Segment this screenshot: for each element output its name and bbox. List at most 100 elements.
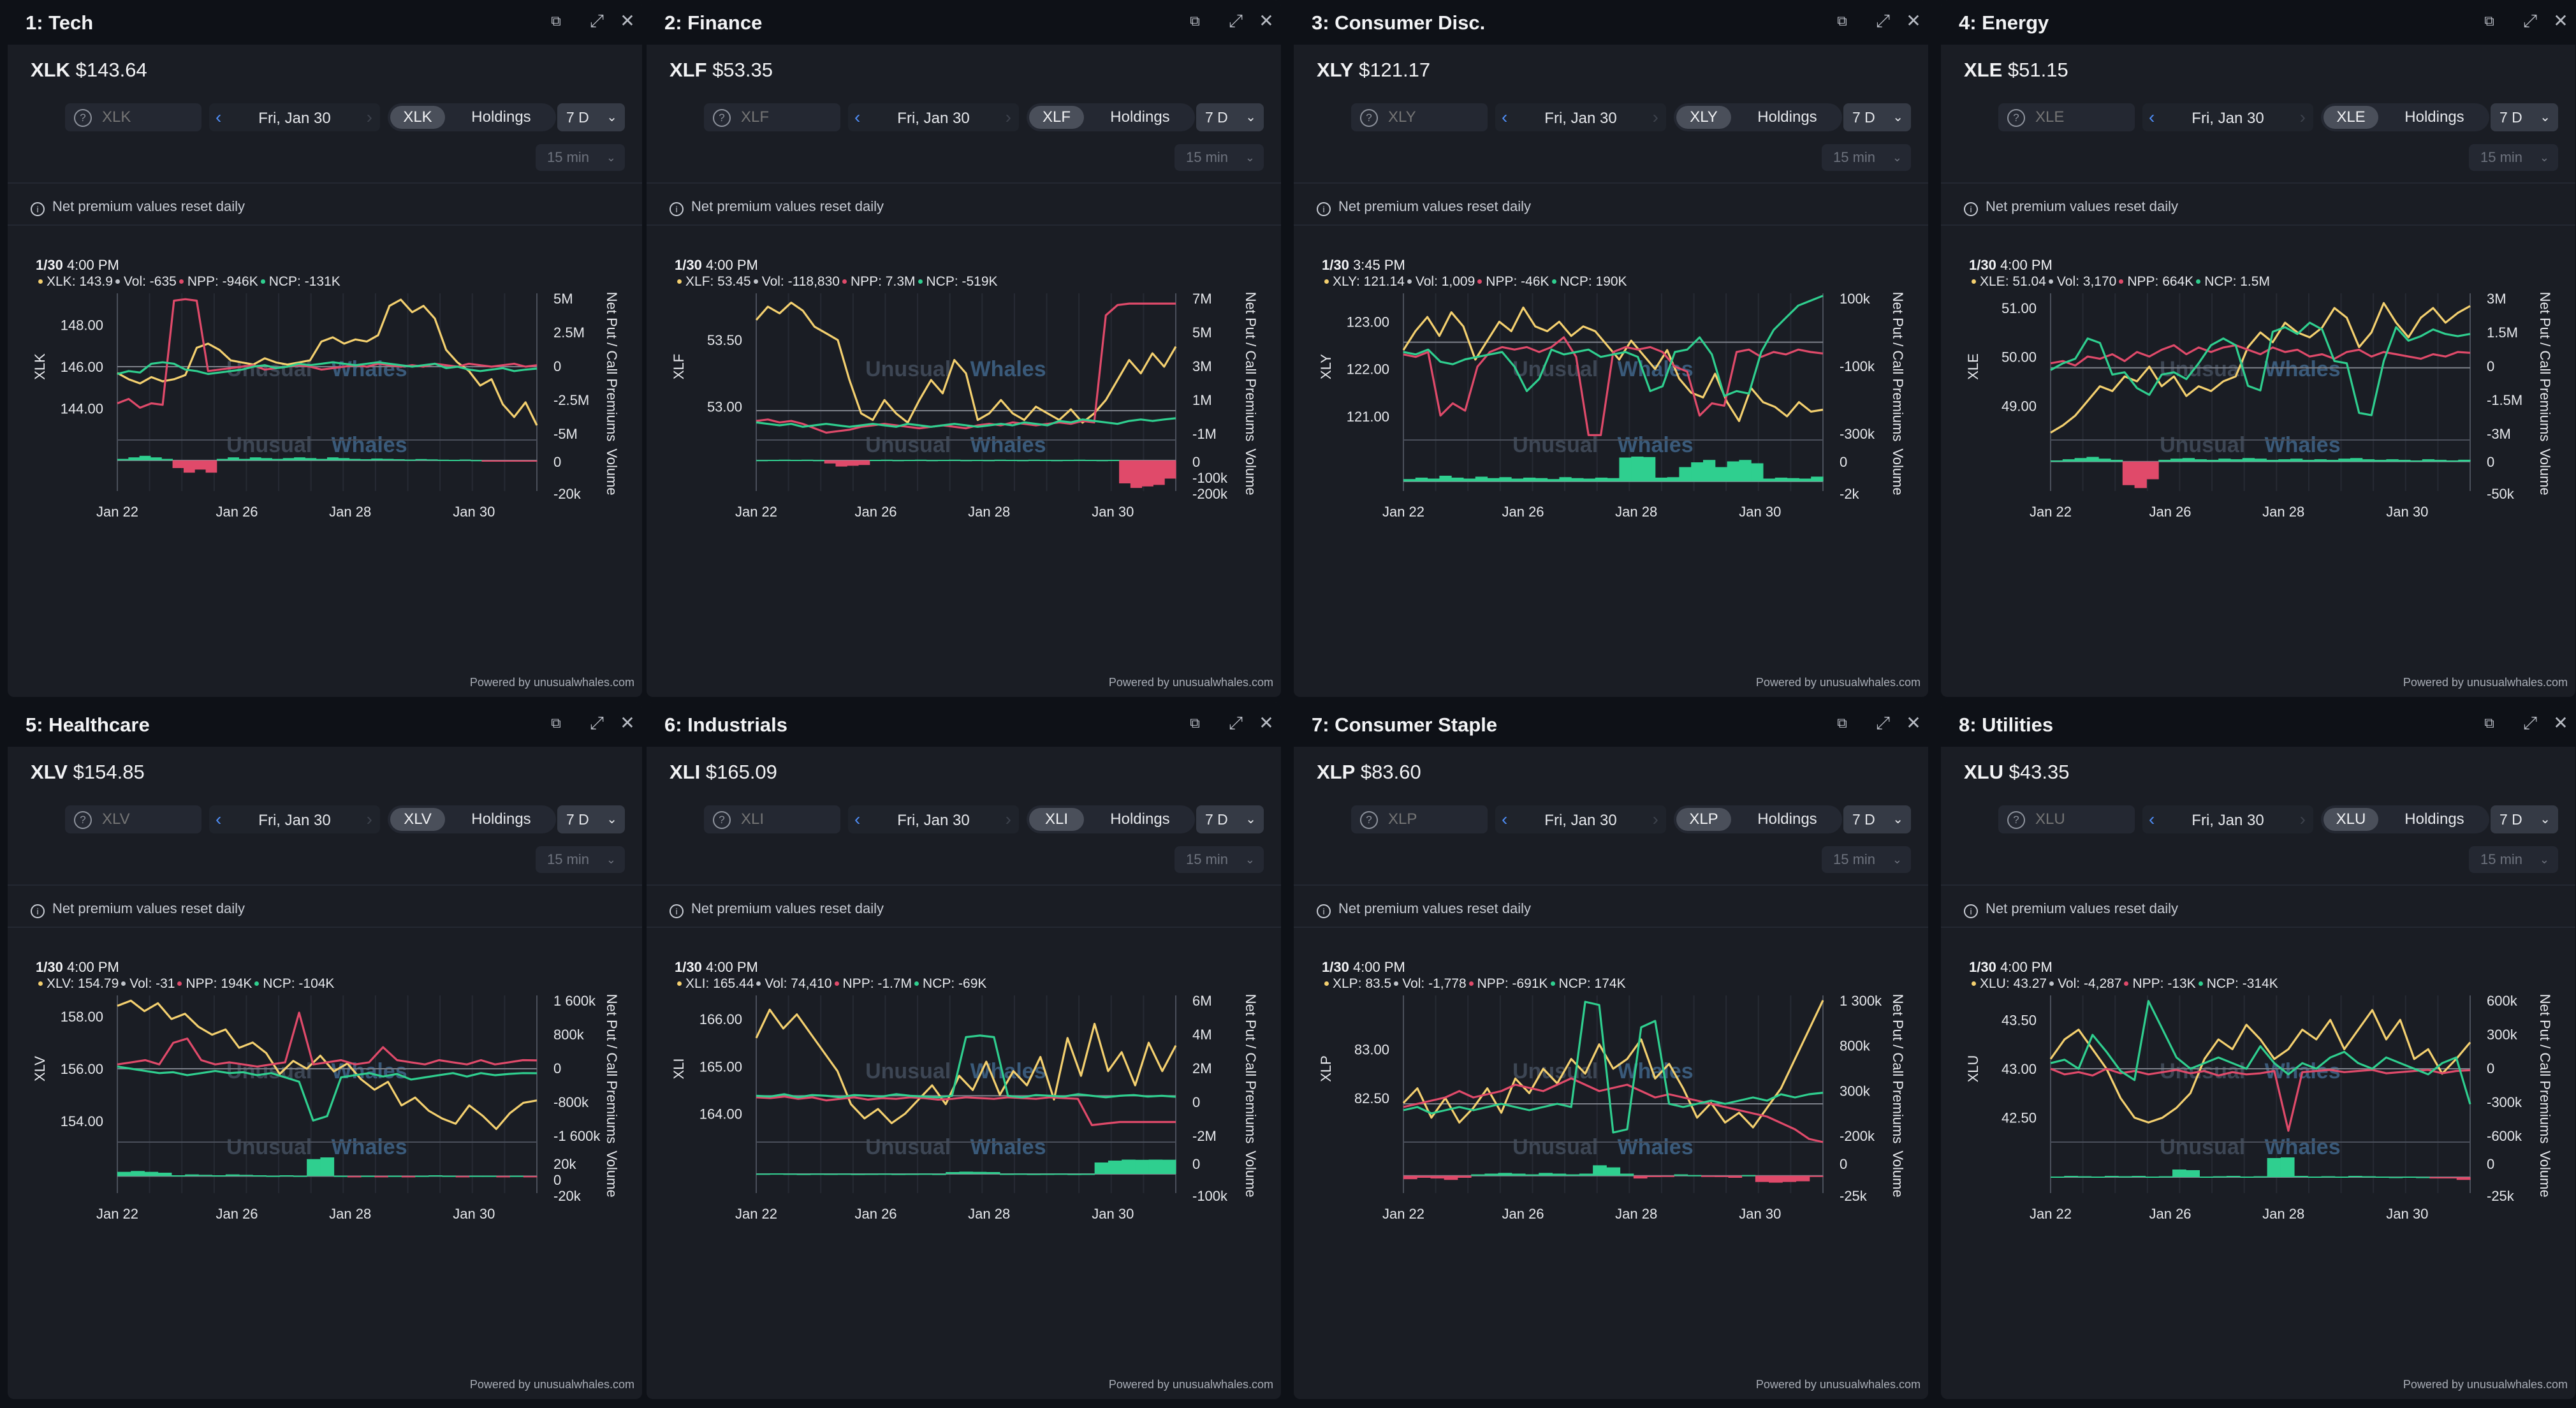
powered-by-footer[interactable]: Powered by unusualwhales.com bbox=[2403, 676, 2568, 689]
powered-by-footer[interactable]: Powered by unusualwhales.com bbox=[1108, 1378, 1273, 1391]
expand-arrows-icon[interactable]: ⤢ bbox=[589, 713, 604, 733]
symbol-search-input[interactable] bbox=[1387, 809, 1479, 830]
date-picker[interactable]: ‹ Fri, Jan 30 › bbox=[209, 103, 380, 131]
symbol-search[interactable]: ? bbox=[1351, 805, 1488, 833]
powered-by-footer[interactable]: Powered by unusualwhales.com bbox=[469, 1378, 634, 1391]
toggle-holdings[interactable]: Holdings bbox=[1110, 108, 1170, 126]
range-select[interactable]: 7 D ⌄ bbox=[1843, 805, 1911, 833]
toggle-symbol[interactable]: XLK bbox=[390, 106, 445, 129]
interval-select[interactable]: 15 min ⌄ bbox=[2469, 144, 2558, 171]
symbol-search-input[interactable] bbox=[2034, 107, 2126, 128]
symbol-holdings-toggle[interactable]: XLF Holdings bbox=[1027, 103, 1195, 131]
chevron-right-icon[interactable]: › bbox=[1005, 809, 1011, 829]
symbol-holdings-toggle[interactable]: XLU Holdings bbox=[2321, 805, 2489, 833]
symbol-holdings-toggle[interactable]: XLV Holdings bbox=[388, 805, 556, 833]
chevron-left-icon[interactable]: ‹ bbox=[1502, 809, 1508, 829]
range-select[interactable]: 7 D ⌄ bbox=[1196, 103, 1264, 131]
close-icon[interactable]: ✕ bbox=[620, 11, 635, 31]
external-window-icon[interactable]: ⧉ bbox=[1190, 715, 1200, 731]
expand-arrows-icon[interactable]: ⤢ bbox=[1228, 11, 1243, 31]
expand-arrows-icon[interactable]: ⤢ bbox=[589, 11, 604, 31]
symbol-holdings-toggle[interactable]: XLP Holdings bbox=[1674, 805, 1842, 833]
symbol-search[interactable]: ? bbox=[1998, 805, 2135, 833]
symbol-search-input[interactable] bbox=[2034, 809, 2126, 830]
symbol-search[interactable]: ? bbox=[1998, 103, 2135, 131]
powered-by-footer[interactable]: Powered by unusualwhales.com bbox=[2403, 1378, 2568, 1391]
chevron-right-icon[interactable]: › bbox=[2299, 107, 2306, 127]
toggle-symbol[interactable]: XLU bbox=[2324, 808, 2378, 831]
symbol-search-input[interactable] bbox=[101, 107, 193, 128]
range-select[interactable]: 7 D ⌄ bbox=[1196, 805, 1264, 833]
external-window-icon[interactable]: ⧉ bbox=[2484, 13, 2494, 29]
range-select[interactable]: 7 D ⌄ bbox=[2491, 103, 2558, 131]
close-icon[interactable]: ✕ bbox=[620, 713, 635, 733]
expand-arrows-icon[interactable]: ⤢ bbox=[1228, 713, 1243, 733]
toggle-holdings[interactable]: Holdings bbox=[2404, 810, 2464, 828]
close-icon[interactable]: ✕ bbox=[1906, 713, 1921, 733]
external-window-icon[interactable]: ⧉ bbox=[1190, 13, 1200, 29]
symbol-holdings-toggle[interactable]: XLK Holdings bbox=[388, 103, 556, 131]
toggle-holdings[interactable]: Holdings bbox=[1757, 108, 1817, 126]
toggle-symbol[interactable]: XLY bbox=[1676, 106, 1731, 129]
interval-select[interactable]: 15 min ⌄ bbox=[1822, 144, 1911, 171]
chevron-right-icon[interactable]: › bbox=[1652, 107, 1658, 127]
symbol-search[interactable]: ? bbox=[65, 103, 201, 131]
interval-select[interactable]: 15 min ⌄ bbox=[536, 846, 625, 873]
date-picker[interactable]: ‹ Fri, Jan 30 › bbox=[848, 805, 1019, 833]
toggle-symbol[interactable]: XLP bbox=[1676, 808, 1731, 831]
symbol-search-input[interactable] bbox=[740, 107, 831, 128]
symbol-holdings-toggle[interactable]: XLY Holdings bbox=[1674, 103, 1842, 131]
external-window-icon[interactable]: ⧉ bbox=[551, 715, 561, 731]
external-window-icon[interactable]: ⧉ bbox=[1837, 715, 1847, 731]
chart-svg[interactable]: Unusual Whales Unusual Whales 53.50 53.00 XLF 7… bbox=[647, 281, 1281, 682]
chevron-right-icon[interactable]: › bbox=[366, 107, 372, 127]
expand-arrows-icon[interactable]: ⤢ bbox=[1875, 713, 1891, 733]
chevron-left-icon[interactable]: ‹ bbox=[2149, 809, 2155, 829]
symbol-holdings-toggle[interactable]: XLI Holdings bbox=[1027, 805, 1195, 833]
date-picker[interactable]: ‹ Fri, Jan 30 › bbox=[2142, 103, 2313, 131]
powered-by-footer[interactable]: Powered by unusualwhales.com bbox=[1755, 676, 1921, 689]
close-icon[interactable]: ✕ bbox=[2553, 713, 2568, 733]
symbol-search[interactable]: ? bbox=[704, 103, 840, 131]
chevron-left-icon[interactable]: ‹ bbox=[2149, 107, 2155, 127]
toggle-symbol[interactable]: XLF bbox=[1029, 106, 1084, 129]
date-picker[interactable]: ‹ Fri, Jan 30 › bbox=[848, 103, 1019, 131]
chevron-right-icon[interactable]: › bbox=[1005, 107, 1011, 127]
toggle-holdings[interactable]: Holdings bbox=[471, 810, 531, 828]
date-picker[interactable]: ‹ Fri, Jan 30 › bbox=[1495, 103, 1666, 131]
chevron-left-icon[interactable]: ‹ bbox=[216, 107, 222, 127]
expand-arrows-icon[interactable]: ⤢ bbox=[2522, 11, 2538, 31]
close-icon[interactable]: ✕ bbox=[1906, 11, 1921, 31]
external-window-icon[interactable]: ⧉ bbox=[1837, 13, 1847, 29]
chevron-left-icon[interactable]: ‹ bbox=[854, 107, 861, 127]
close-icon[interactable]: ✕ bbox=[1259, 713, 1274, 733]
date-picker[interactable]: ‹ Fri, Jan 30 › bbox=[1495, 805, 1666, 833]
chevron-left-icon[interactable]: ‹ bbox=[854, 809, 861, 829]
range-select[interactable]: 7 D ⌄ bbox=[557, 103, 625, 131]
external-window-icon[interactable]: ⧉ bbox=[551, 13, 561, 29]
toggle-holdings[interactable]: Holdings bbox=[471, 108, 531, 126]
interval-select[interactable]: 15 min ⌄ bbox=[1175, 144, 1264, 171]
toggle-holdings[interactable]: Holdings bbox=[1757, 810, 1817, 828]
toggle-holdings[interactable]: Holdings bbox=[1110, 810, 1170, 828]
chevron-right-icon[interactable]: › bbox=[1652, 809, 1658, 829]
chevron-left-icon[interactable]: ‹ bbox=[1502, 107, 1508, 127]
chart-svg[interactable]: Unusual Whales Unusual Whales 83.00 82.50 XLP 1… bbox=[1294, 983, 1928, 1384]
symbol-search-input[interactable] bbox=[740, 809, 831, 830]
symbol-search[interactable]: ? bbox=[1351, 103, 1488, 131]
chevron-right-icon[interactable]: › bbox=[2299, 809, 2306, 829]
toggle-symbol[interactable]: XLI bbox=[1029, 808, 1084, 831]
symbol-search-input[interactable] bbox=[101, 809, 193, 830]
close-icon[interactable]: ✕ bbox=[1259, 11, 1274, 31]
powered-by-footer[interactable]: Powered by unusualwhales.com bbox=[1108, 676, 1273, 689]
range-select[interactable]: 7 D ⌄ bbox=[2491, 805, 2558, 833]
close-icon[interactable]: ✕ bbox=[2553, 11, 2568, 31]
interval-select[interactable]: 15 min ⌄ bbox=[536, 144, 625, 171]
expand-arrows-icon[interactable]: ⤢ bbox=[2522, 713, 2538, 733]
symbol-holdings-toggle[interactable]: XLE Holdings bbox=[2321, 103, 2489, 131]
external-window-icon[interactable]: ⧉ bbox=[2484, 715, 2494, 731]
date-picker[interactable]: ‹ Fri, Jan 30 › bbox=[2142, 805, 2313, 833]
